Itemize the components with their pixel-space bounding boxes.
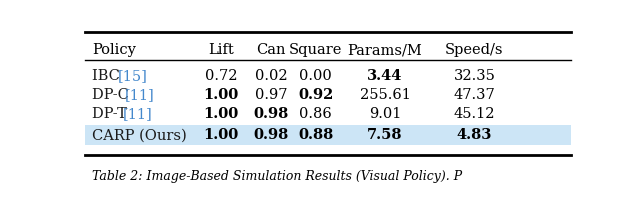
Text: 0.98: 0.98 [253, 128, 289, 142]
Text: Speed/s: Speed/s [445, 43, 504, 57]
Text: CARP (Ours): CARP (Ours) [92, 128, 187, 142]
Text: [11]: [11] [125, 88, 154, 102]
Text: DP-C: DP-C [92, 88, 134, 102]
Text: 0.86: 0.86 [300, 107, 332, 121]
Text: Policy: Policy [92, 43, 136, 57]
Text: 32.35: 32.35 [453, 69, 495, 83]
Text: Table 2: Image-Based Simulation Results (Visual Policy). P: Table 2: Image-Based Simulation Results … [92, 170, 463, 183]
Text: Lift: Lift [209, 43, 234, 57]
Text: 1.00: 1.00 [204, 107, 239, 121]
Text: 1.00: 1.00 [204, 88, 239, 102]
Text: 0.00: 0.00 [300, 69, 332, 83]
FancyBboxPatch shape [85, 125, 571, 145]
Text: 0.98: 0.98 [253, 107, 289, 121]
Text: Can: Can [256, 43, 285, 57]
Text: 9.01: 9.01 [369, 107, 401, 121]
Text: [15]: [15] [118, 69, 147, 83]
Text: 45.12: 45.12 [454, 107, 495, 121]
Text: IBC: IBC [92, 69, 125, 83]
Text: DP-T: DP-T [92, 107, 132, 121]
Text: 0.72: 0.72 [205, 69, 237, 83]
Text: [11]: [11] [123, 107, 153, 121]
Text: 255.61: 255.61 [360, 88, 410, 102]
Text: Square: Square [289, 43, 342, 57]
Text: 0.97: 0.97 [255, 88, 287, 102]
Text: 47.37: 47.37 [454, 88, 495, 102]
Text: Params/M: Params/M [348, 43, 422, 57]
Text: 3.44: 3.44 [367, 69, 403, 83]
Text: 0.88: 0.88 [298, 128, 333, 142]
Text: 7.58: 7.58 [367, 128, 403, 142]
Text: 4.83: 4.83 [456, 128, 492, 142]
Text: 0.92: 0.92 [298, 88, 333, 102]
Text: 1.00: 1.00 [204, 128, 239, 142]
Text: 0.02: 0.02 [255, 69, 287, 83]
